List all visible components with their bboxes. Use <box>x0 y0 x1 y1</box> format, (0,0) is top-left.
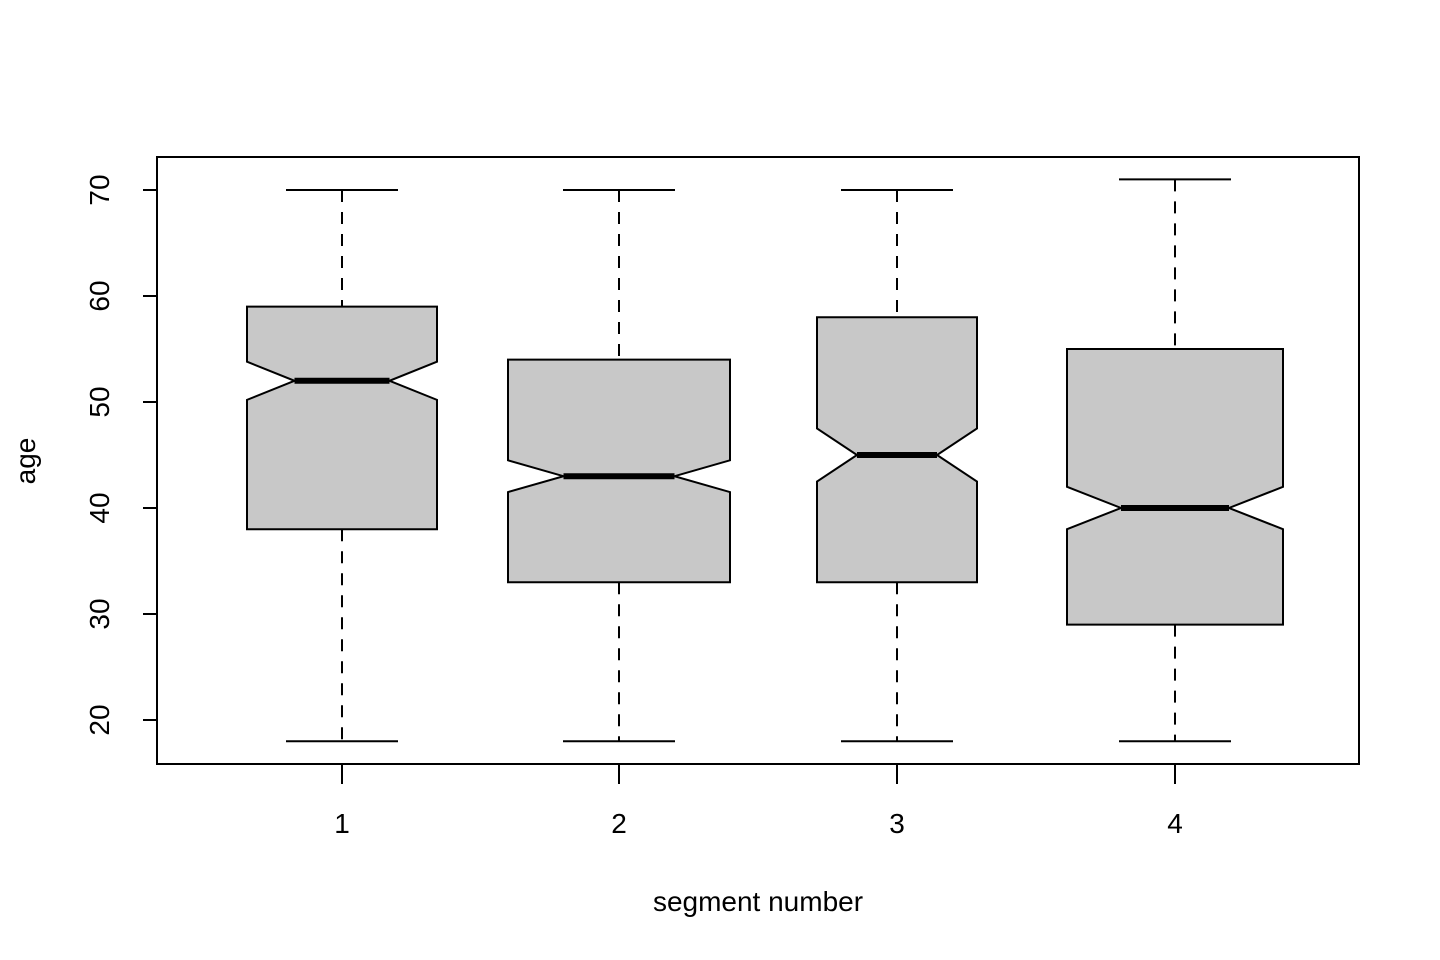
x-tick-label: 3 <box>889 808 905 839</box>
y-tick-label: 40 <box>84 492 115 523</box>
box-group <box>246 178 1284 743</box>
notched-box <box>816 316 978 584</box>
notched-box <box>1066 348 1284 626</box>
notched-box <box>507 358 731 584</box>
y-tick-label: 70 <box>84 174 115 205</box>
x-tick-label: 4 <box>1167 808 1183 839</box>
y-tick-label: 20 <box>84 704 115 735</box>
y-axis: 20 30 40 50 60 70 <box>84 174 157 736</box>
y-tick-label: 50 <box>84 386 115 417</box>
y-tick-label: 60 <box>84 280 115 311</box>
plot-frame <box>156 156 1360 765</box>
x-tick-label: 2 <box>611 808 627 839</box>
y-tick-label: 30 <box>84 598 115 629</box>
x-axis: 1 2 3 4 <box>334 764 1183 839</box>
x-tick-label: 1 <box>334 808 350 839</box>
x-axis-label: segment number <box>653 886 863 917</box>
y-axis-label: age <box>10 438 41 485</box>
notched-box <box>246 305 438 531</box>
